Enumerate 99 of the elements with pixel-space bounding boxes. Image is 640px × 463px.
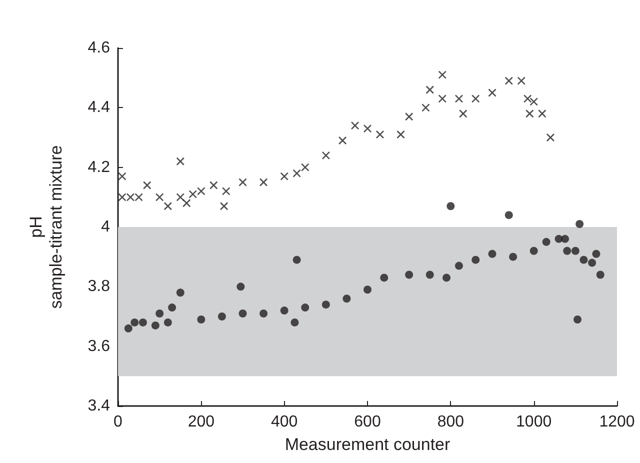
- point: [280, 306, 288, 315]
- point: [380, 274, 388, 282]
- point: [124, 324, 132, 332]
- x-tick-label: 600: [354, 414, 381, 430]
- y-tick-label: 3.8: [88, 278, 110, 296]
- point: [574, 315, 582, 324]
- x-tick-label: 800: [437, 414, 464, 430]
- x-tick-label: 1200: [599, 414, 635, 430]
- point: [364, 286, 372, 294]
- point: [176, 157, 185, 166]
- point: [290, 318, 299, 326]
- point: [438, 70, 446, 79]
- point: [509, 252, 518, 261]
- point: [426, 270, 434, 279]
- point: [134, 193, 143, 202]
- point: [197, 315, 206, 324]
- point: [280, 172, 288, 180]
- point: [488, 88, 496, 97]
- y-tick-label: 4.2: [88, 158, 110, 176]
- point: [472, 256, 480, 264]
- point: [292, 256, 301, 264]
- point: [301, 304, 310, 312]
- point: [504, 76, 514, 85]
- y-tick-label: 3.4: [88, 398, 110, 414]
- point: [530, 246, 538, 255]
- point: [138, 318, 147, 326]
- point: [151, 321, 160, 330]
- point: [576, 220, 584, 228]
- point: [561, 234, 570, 243]
- point: [197, 187, 206, 196]
- point: [338, 136, 347, 145]
- point: [126, 193, 135, 202]
- point: [404, 112, 414, 121]
- point: [363, 124, 372, 133]
- point: [571, 246, 580, 255]
- point: [164, 202, 172, 210]
- point: [563, 246, 572, 255]
- point: [118, 193, 126, 202]
- point: [350, 121, 360, 130]
- point: [142, 181, 152, 190]
- point: [596, 270, 604, 279]
- point: [454, 262, 463, 270]
- point: [155, 193, 164, 202]
- point: [164, 318, 172, 326]
- point: [259, 178, 268, 186]
- point: [238, 178, 247, 186]
- point: [426, 86, 434, 94]
- point: [222, 187, 230, 196]
- y-tick-label: 4: [101, 218, 110, 236]
- point: [188, 190, 197, 198]
- y-tick-label: 4.6: [88, 40, 110, 56]
- x-tick-label: 1000: [516, 414, 552, 430]
- point: [422, 104, 430, 112]
- point: [238, 310, 247, 318]
- y-axis-title: pH sample-titrant mixture: [26, 145, 66, 309]
- point: [209, 181, 218, 190]
- point: [546, 133, 555, 142]
- x-tick-label: 200: [188, 414, 215, 430]
- point: [471, 94, 480, 103]
- y-tick-label: 4.4: [88, 99, 110, 116]
- point: [322, 151, 330, 160]
- point: [446, 202, 455, 210]
- point: [538, 109, 546, 118]
- x-axis-title: Measurement counter: [284, 435, 451, 454]
- point: [176, 288, 184, 297]
- point: [260, 310, 268, 318]
- point: [182, 198, 191, 208]
- point: [236, 282, 245, 291]
- point: [530, 98, 538, 106]
- point: [396, 130, 405, 139]
- point: [580, 256, 588, 264]
- point: [504, 211, 513, 220]
- point: [442, 274, 451, 282]
- point: [156, 310, 164, 318]
- point: [488, 250, 496, 258]
- point: [130, 318, 139, 326]
- point: [292, 169, 301, 178]
- point: [300, 163, 310, 172]
- point: [526, 109, 534, 118]
- point: [517, 76, 526, 85]
- point: [405, 270, 414, 279]
- x-tick-label: 0: [114, 414, 123, 430]
- point: [542, 238, 550, 246]
- point: [438, 94, 446, 103]
- point: [376, 130, 384, 139]
- point: [523, 94, 532, 103]
- point: [588, 258, 596, 267]
- point: [342, 294, 351, 303]
- point: [458, 109, 468, 118]
- point: [176, 193, 185, 202]
- point: [168, 304, 176, 312]
- point: [592, 250, 600, 258]
- x-tick-label: 400: [270, 414, 298, 430]
- point: [118, 172, 126, 180]
- point: [322, 300, 330, 309]
- point: [220, 202, 228, 210]
- point: [218, 312, 226, 320]
- y-tick-label: 3.6: [88, 338, 110, 355]
- point: [454, 94, 464, 103]
